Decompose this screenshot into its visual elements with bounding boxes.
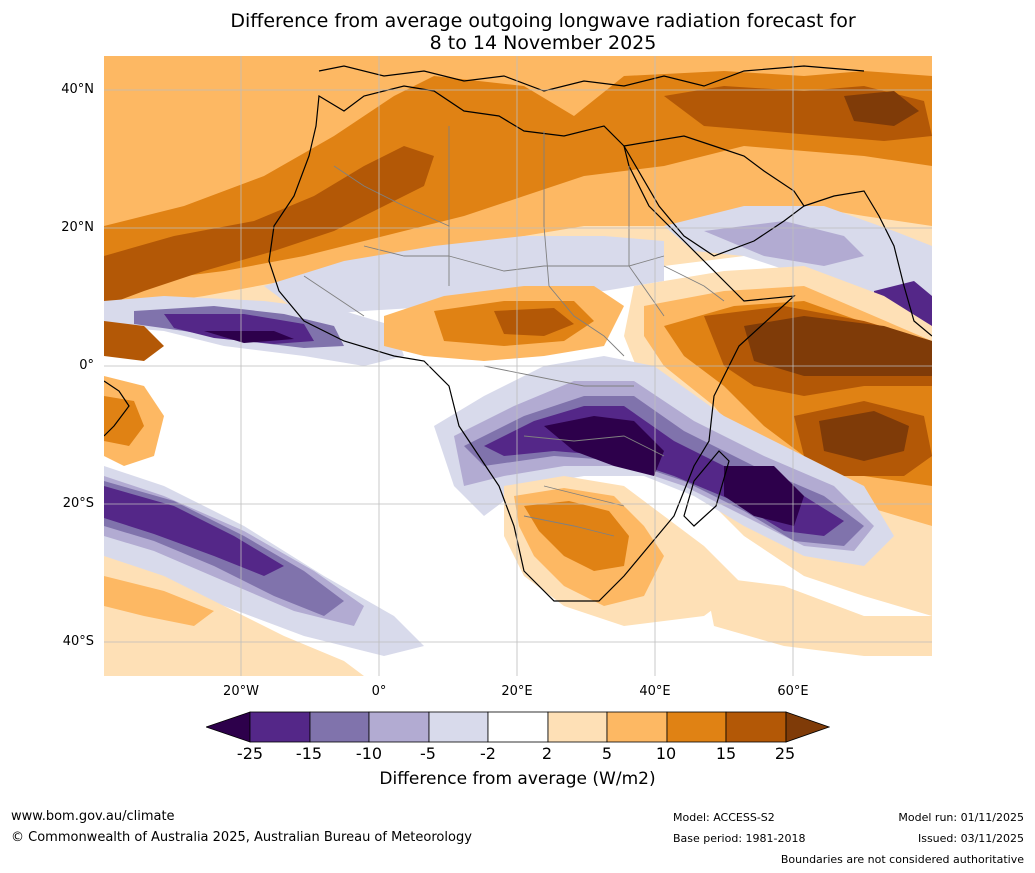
colorbar-segment-5 <box>487 711 549 743</box>
colorbar-segment-3 <box>368 711 430 743</box>
anomaly-west-edge-dark <box>104 396 144 446</box>
colorbar-arrow-left <box>206 711 251 743</box>
colorbar-arrow-right <box>785 711 830 743</box>
anomaly-sw-atlantic-orange <box>104 576 214 626</box>
colorbar-segment-9 <box>725 711 787 743</box>
map-gridlines <box>104 56 932 676</box>
colorbar <box>206 711 830 743</box>
lon-tick-60e: 60°E <box>777 684 809 699</box>
anomaly-atlantic-darkest <box>204 331 294 343</box>
asia-coastline <box>803 190 932 337</box>
anomaly-sahel-light-purple <box>264 236 664 316</box>
anomaly-north-brown <box>104 146 434 306</box>
anomaly-middle-east-darkest <box>844 91 919 126</box>
anomaly-guinea-brown <box>494 308 574 336</box>
colorbar-segment-8 <box>666 711 727 743</box>
footer-url[interactable]: www.bom.gov.au/climate <box>11 809 175 824</box>
colorbar-segment-1 <box>249 711 311 743</box>
lon-tick-40e: 40°E <box>639 684 671 699</box>
map-canvas <box>104 56 932 676</box>
lon-tick-20e: 20°E <box>501 684 533 699</box>
footer-model: Model: ACCESS-S2 <box>673 811 775 824</box>
footer-copyright: © Commonwealth of Australia 2025, Austra… <box>11 830 472 845</box>
anomaly-io-south-darkest <box>819 411 909 461</box>
colorbar-tick-label: -10 <box>355 744 383 763</box>
anomaly-west-coast-brown <box>104 321 164 361</box>
africa-coastline <box>268 85 796 602</box>
title-line-2: 8 to 14 November 2025 <box>429 32 657 54</box>
lat-tick-20s: 20°S <box>62 496 94 511</box>
anomaly-south-io-light-orange <box>704 576 932 656</box>
colorbar-tick-label: -2 <box>480 744 496 763</box>
footer-disclaimer: Boundaries are not considered authoritat… <box>780 853 1024 866</box>
anomaly-madagascar-darkest <box>724 466 804 526</box>
colorbar-segment-7 <box>606 711 668 743</box>
olr-anomaly-map <box>104 56 932 676</box>
footer-issued: Issued: 03/11/2025 <box>917 832 1024 845</box>
anomaly-arabian-sea-purple <box>704 221 864 266</box>
colorbar-tick-label: 2 <box>541 744 553 763</box>
colorbar-title: Difference from average (W/m2) <box>379 769 656 789</box>
anomaly-sa-dark-orange <box>524 501 629 571</box>
madagascar-coastline <box>683 450 730 527</box>
lon-tick-20w: 20°W <box>223 684 259 699</box>
footer-model-run: Model run: 01/11/2025 <box>898 811 1024 824</box>
title-line-1: Difference from average outgoing longwav… <box>230 10 856 32</box>
colorbar-tick-label: -15 <box>295 744 323 763</box>
europe-coastline <box>318 65 865 92</box>
colorbar-segment-2 <box>309 711 370 743</box>
colorbar-segment-4 <box>428 711 489 743</box>
lat-tick-40s: 40°S <box>62 634 94 649</box>
colorbar-tick-label: 10 <box>655 744 677 763</box>
anomaly-south-africa-darkest <box>544 416 664 476</box>
lat-tick-0: 0° <box>79 358 94 373</box>
lat-tick-40n: 40°N <box>61 82 94 97</box>
colorbar-tick-label: 25 <box>774 744 796 763</box>
colorbar-tick-label: 15 <box>715 744 737 763</box>
anomaly-io-darkest-brown <box>744 316 932 376</box>
footer-base-period: Base period: 1981-2018 <box>673 832 806 845</box>
colorbar-tick-label: -25 <box>236 744 264 763</box>
anomaly-south-atlantic-dark-purple <box>104 486 284 576</box>
colorbar-tick-label: -5 <box>420 744 436 763</box>
colorbar-segment-6 <box>547 711 608 743</box>
south-america-coastline <box>104 380 130 437</box>
lon-tick-0: 0° <box>371 684 387 699</box>
colorbar-tick-label: 5 <box>601 744 613 763</box>
map-title: Difference from average outgoing longwav… <box>100 10 986 54</box>
country-borders <box>303 126 725 537</box>
anomaly-sw-atlantic-light-orange <box>104 556 364 676</box>
lat-tick-20n: 20°N <box>61 220 94 235</box>
